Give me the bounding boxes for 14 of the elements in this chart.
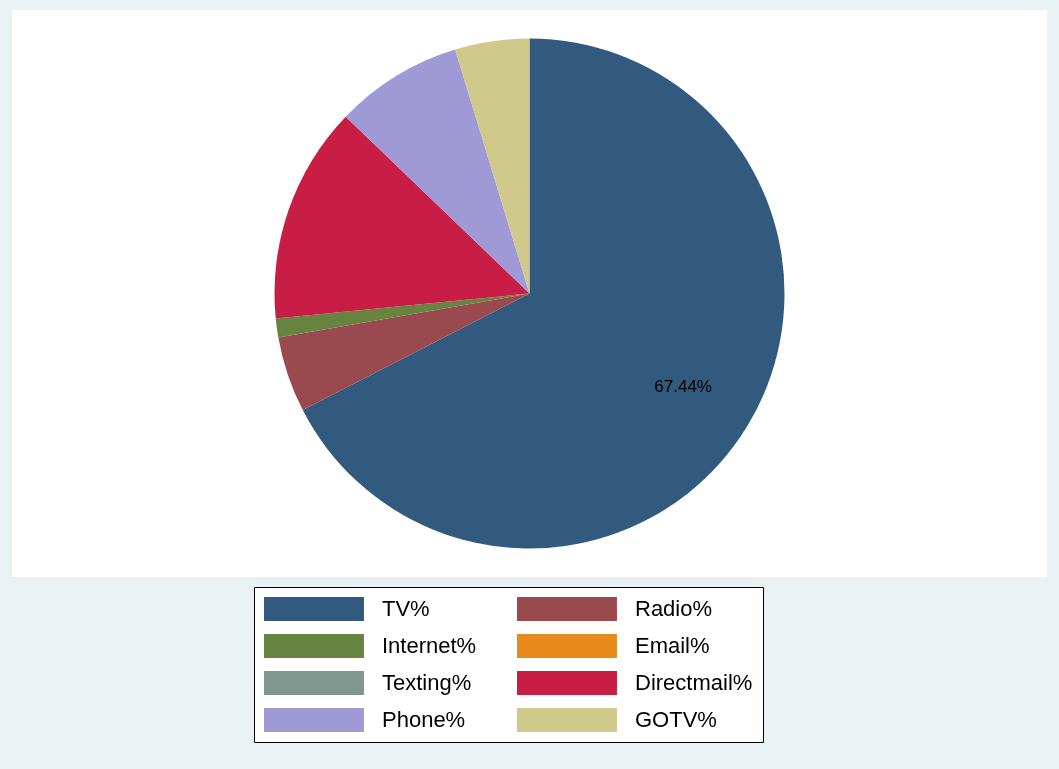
legend-label: Phone%	[382, 707, 466, 732]
legend-label: Radio%	[635, 596, 713, 621]
legend-label: TV%	[382, 596, 430, 621]
pie-slice	[302, 38, 785, 549]
pie-slice	[278, 293, 530, 411]
legend-label: Internet%	[382, 633, 477, 658]
pie-slice	[345, 49, 530, 294]
pie-slice	[274, 116, 530, 319]
data-label: 67.44%	[654, 377, 712, 397]
legend-label: Directmail%	[635, 670, 753, 695]
legend-label: Texting%	[382, 670, 472, 695]
legend-label: GOTV%	[635, 707, 717, 732]
pie-slice	[455, 38, 530, 294]
legend-label: Email%	[635, 633, 710, 658]
